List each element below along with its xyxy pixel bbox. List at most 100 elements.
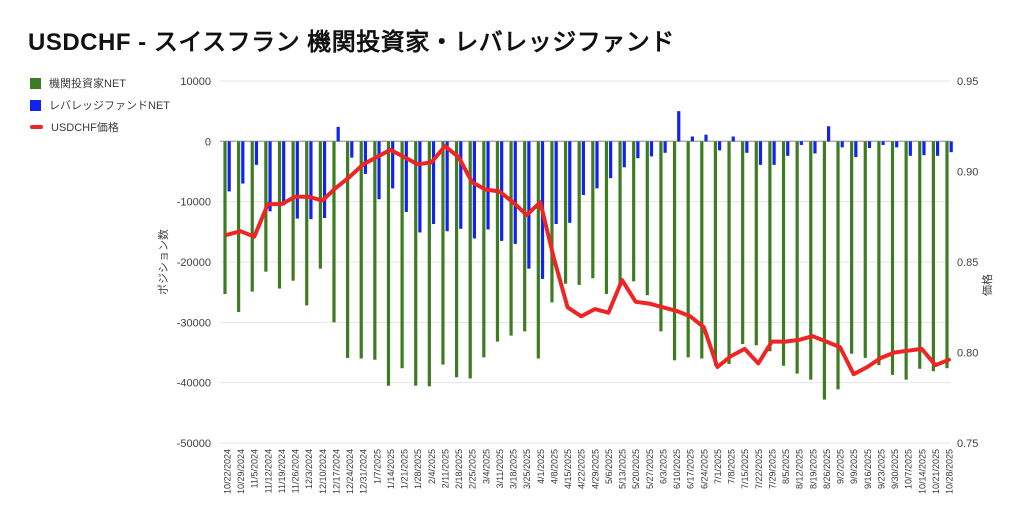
bar xyxy=(445,141,449,232)
bar xyxy=(568,141,572,223)
x-axis-labels: 10/22/2024 10/29/2024 11/5/2024 11/12/2024 1… xyxy=(223,449,955,494)
bar xyxy=(772,141,776,165)
bar xyxy=(305,141,309,306)
bar xyxy=(799,141,803,145)
x-axis-tick: 10/29/2024 xyxy=(236,449,246,494)
bar xyxy=(254,141,259,165)
x-axis-tick: 9/9/2025 xyxy=(849,449,859,484)
bar xyxy=(935,141,940,156)
x-axis-tick: 4/15/2025 xyxy=(563,449,573,489)
bar xyxy=(495,141,500,342)
bar xyxy=(318,141,322,269)
legend-label: USDCHF価格 xyxy=(51,122,119,134)
bar xyxy=(332,141,336,323)
x-axis-tick: 3/4/2025 xyxy=(481,449,491,484)
bar xyxy=(441,141,445,365)
bar xyxy=(391,141,395,189)
left-axis-tick: -10000 xyxy=(177,197,211,209)
x-axis-tick: 8/12/2025 xyxy=(795,449,805,489)
gridlines: 10000 0 -10000 -20000 -30000 -40000 -50000 0.95… xyxy=(177,76,979,450)
price-line xyxy=(225,144,951,377)
x-axis-tick: 2/4/2025 xyxy=(427,449,437,484)
x-axis-tick: 11/12/2024 xyxy=(263,449,273,493)
bar xyxy=(881,141,885,145)
bar xyxy=(704,134,708,142)
bar xyxy=(786,141,790,156)
bar xyxy=(908,141,912,156)
x-axis-tick: 5/6/2025 xyxy=(604,449,614,484)
bar xyxy=(227,141,231,192)
x-axis-tick: 5/27/2025 xyxy=(645,449,655,489)
bar xyxy=(536,141,540,359)
x-axis-tick: 11/5/2024 xyxy=(250,449,260,488)
x-axis-tick: 3/25/2025 xyxy=(522,449,532,489)
bar xyxy=(554,141,558,224)
x-axis-tick: 10/14/2025 xyxy=(917,449,927,494)
bar xyxy=(609,141,613,179)
bar xyxy=(741,141,745,345)
bar xyxy=(922,141,926,156)
bar xyxy=(713,141,718,366)
bar xyxy=(632,141,636,282)
x-axis-tick: 7/8/2025 xyxy=(727,449,737,484)
x-axis-tick: 4/1/2025 xyxy=(536,449,546,484)
right-axis-tick: 0.80 xyxy=(957,348,978,360)
bar xyxy=(758,141,763,165)
bar xyxy=(659,141,663,332)
bar xyxy=(745,141,749,153)
x-axis-tick: 2/11/2025 xyxy=(440,449,450,488)
right-axis-tick: 0.95 xyxy=(957,76,978,88)
bar xyxy=(486,141,490,230)
x-axis-tick: 1/28/2025 xyxy=(413,449,423,489)
x-axis-tick: 1/7/2025 xyxy=(372,449,382,484)
x-axis-tick: 9/2/2025 xyxy=(836,449,846,484)
left-axis-title: ポジション数 xyxy=(157,229,170,295)
bar xyxy=(809,141,813,380)
x-axis-tick: 9/23/2025 xyxy=(876,449,886,489)
bar xyxy=(386,141,391,386)
x-axis-tick: 12/31/2024 xyxy=(359,449,369,494)
bar xyxy=(482,141,486,358)
green-square-icon xyxy=(30,77,41,89)
bar xyxy=(454,141,459,378)
bar xyxy=(577,141,581,285)
bar xyxy=(268,141,272,212)
bar xyxy=(622,141,626,168)
x-axis-tick: 8/19/2025 xyxy=(808,449,818,489)
x-axis-tick: 2/25/2025 xyxy=(468,449,478,489)
x-axis-tick: 4/8/2025 xyxy=(549,449,559,484)
x-axis-tick: 7/29/2025 xyxy=(767,449,777,489)
bar xyxy=(727,141,731,364)
bar xyxy=(850,141,854,354)
bar xyxy=(645,141,649,296)
x-axis-tick: 10/28/2025 xyxy=(945,449,955,494)
bar xyxy=(822,141,826,400)
bar xyxy=(404,141,408,212)
bar xyxy=(649,141,654,157)
bar xyxy=(513,141,517,244)
left-axis-tick: 10000 xyxy=(180,76,211,88)
x-axis-tick: 6/17/2025 xyxy=(686,449,696,489)
bar xyxy=(418,141,422,233)
x-axis-tick: 6/24/2025 xyxy=(699,449,709,489)
x-axis-tick: 6/3/2025 xyxy=(658,449,668,484)
bar xyxy=(663,141,667,153)
bar xyxy=(604,141,609,294)
bar xyxy=(863,141,867,358)
bar xyxy=(718,141,722,151)
right-axis-tick: 0.85 xyxy=(957,257,978,269)
left-axis-tick: 0 xyxy=(205,136,211,148)
bar xyxy=(373,141,377,360)
bar xyxy=(686,141,690,358)
x-axis-tick: 11/26/2024 xyxy=(291,449,301,493)
left-axis-tick: -40000 xyxy=(177,378,211,390)
x-axis-tick: 10/22/2024 xyxy=(223,449,233,494)
left-axis-tick: -20000 xyxy=(177,257,211,269)
bar xyxy=(768,141,772,352)
left-axis-tick: -30000 xyxy=(177,317,211,329)
bar xyxy=(277,141,282,289)
bar xyxy=(509,141,513,336)
bar xyxy=(359,141,363,359)
bar xyxy=(931,141,935,372)
